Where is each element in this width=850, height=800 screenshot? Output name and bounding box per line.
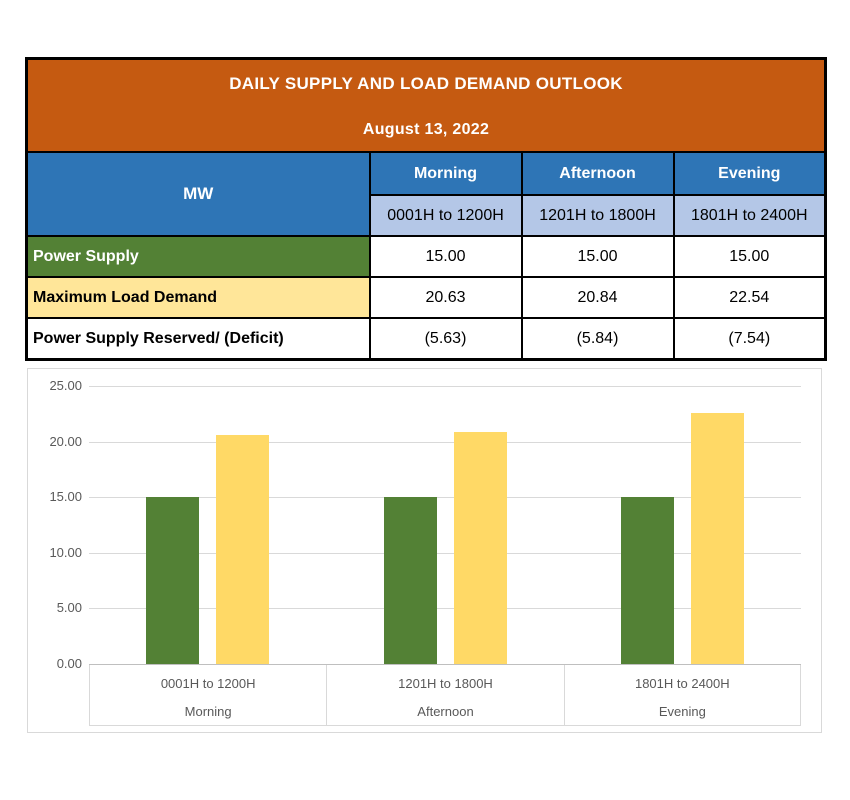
hours-header-evening: 1801H to 2400H xyxy=(672,194,827,237)
period-header-evening: Evening xyxy=(672,151,827,196)
x-axis-period-label: Evening xyxy=(658,704,706,719)
x-axis-hours-label: 1201H to 1800H xyxy=(398,676,493,691)
reserve-afternoon-value: (5.84) xyxy=(520,317,675,361)
x-axis-category: 1201H to 1800H Afternoon xyxy=(326,665,563,725)
y-axis-tick-label: 0.00 xyxy=(56,656,82,671)
chart-gridline xyxy=(89,497,801,499)
supply-demand-table: DAILY SUPPLY AND LOAD DEMAND OUTLOOK Aug… xyxy=(25,57,828,361)
chart-gridline xyxy=(89,441,801,443)
chart-gridline xyxy=(89,552,801,554)
max-load-evening-value: 22.54 xyxy=(672,276,827,319)
power-supply-evening-value: 15.00 xyxy=(672,235,827,278)
y-axis-tick-label: 5.00 xyxy=(56,600,82,616)
row-label-power-supply: Power Supply xyxy=(25,235,371,278)
chart-gridline xyxy=(89,608,801,610)
chart-gridline xyxy=(89,386,801,387)
unit-header-cell: MW xyxy=(25,151,371,237)
table-row-reserve-deficit: Power Supply Reserved/ (Deficit) (5.63) … xyxy=(25,317,827,361)
bar-maximum-load-demand xyxy=(216,434,270,664)
report-title: DAILY SUPPLY AND LOAD DEMAND OUTLOOK xyxy=(229,74,623,93)
max-load-morning-value: 20.63 xyxy=(368,276,523,319)
y-axis-tick-label: 10.00 xyxy=(49,544,82,560)
y-axis-tick-label: 25.00 xyxy=(49,378,82,393)
bar-maximum-load-demand xyxy=(690,413,744,664)
power-supply-morning-value: 15.00 xyxy=(368,235,523,278)
y-axis-tick-label: 20.00 xyxy=(49,433,82,449)
row-label-reserve-deficit: Power Supply Reserved/ (Deficit) xyxy=(25,317,371,361)
period-header-afternoon: Afternoon xyxy=(520,151,675,196)
x-axis-category-band: 0001H to 1200H Morning 1201H to 1800H After… xyxy=(89,664,801,726)
y-axis-tick-label: 15.00 xyxy=(49,489,82,505)
hours-header-afternoon: 1201H to 1800H xyxy=(520,194,675,237)
report-header-banner: DAILY SUPPLY AND LOAD DEMAND OUTLOOK Aug… xyxy=(25,57,827,153)
row-label-max-load-demand: Maximum Load Demand xyxy=(25,276,371,319)
table-row-power-supply: Power Supply 15.00 15.00 15.00 xyxy=(25,235,827,278)
x-axis-hours-label: 1801H to 2400H xyxy=(634,676,730,691)
reserve-morning-value: (5.63) xyxy=(368,317,523,361)
x-axis-category: 1801H to 2400H Evening xyxy=(563,665,801,725)
power-supply-afternoon-value: 15.00 xyxy=(520,235,675,278)
bar-power-supply xyxy=(146,497,200,664)
x-axis-period-label: Morning xyxy=(184,704,232,719)
bar-power-supply xyxy=(620,497,674,664)
period-header-morning: Morning xyxy=(368,151,523,196)
reserve-evening-value: (7.54) xyxy=(672,317,827,361)
max-load-afternoon-value: 20.84 xyxy=(520,276,675,319)
supply-demand-bar-chart: 0.00 5.00 10.00 15.00 20.00 25.00 0001H to 120… xyxy=(27,368,822,733)
hours-header-morning: 0001H to 1200H xyxy=(368,194,523,237)
bar-power-supply xyxy=(383,497,437,664)
report-date: August 13, 2022 xyxy=(362,121,490,138)
x-axis-hours-label: 0001H to 1200H xyxy=(160,676,256,691)
x-axis-category: 0001H to 1200H Morning xyxy=(89,665,326,725)
table-row-max-load-demand: Maximum Load Demand 20.63 20.84 22.54 xyxy=(25,276,827,319)
x-axis-period-label: Afternoon xyxy=(417,704,474,719)
bar-maximum-load-demand xyxy=(453,432,507,664)
